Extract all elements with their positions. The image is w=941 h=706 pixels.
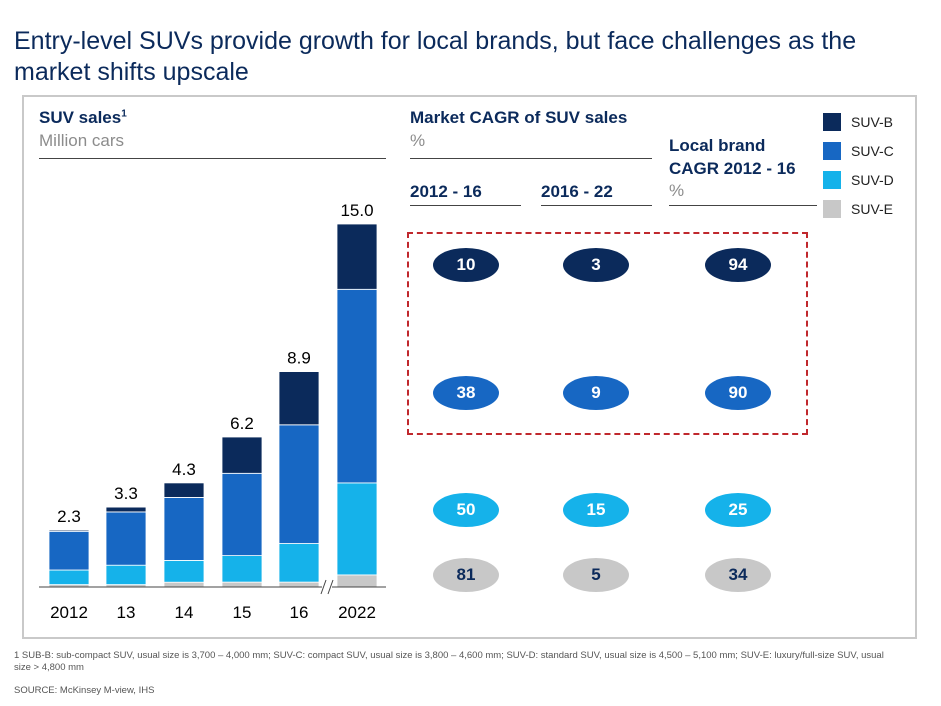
- bar-suv-e-16: [278, 581, 320, 588]
- local-unit: %: [669, 181, 685, 200]
- legend-label: SUV-E: [851, 201, 894, 217]
- x-tick-14: 14: [175, 603, 194, 622]
- suv-sales-title: SUV sales1: [39, 108, 127, 127]
- bubble-suv-c-local: 90: [705, 376, 771, 410]
- legend-swatch: [823, 113, 841, 131]
- bubble-suv-d-2012-16: 50: [433, 493, 499, 527]
- bar-suv-e-14: [163, 581, 205, 588]
- legend-label: SUV-D: [851, 172, 894, 188]
- axis-break-mark: [327, 579, 334, 595]
- bar-suv-c-13: [105, 511, 147, 566]
- bubble-suv-d-2016-22: 15: [563, 493, 629, 527]
- bubble-suv-e-2016-22: 5: [563, 558, 629, 592]
- cagr-unit: %: [410, 131, 426, 150]
- local-title-line2: CAGR 2012 - 16: [669, 159, 796, 178]
- x-tick-13: 13: [117, 603, 136, 622]
- bar-suv-b-16: [278, 371, 320, 426]
- bar-suv-d-16: [278, 543, 320, 583]
- axis-break-gap: [322, 579, 332, 595]
- col1-rule: [410, 205, 521, 206]
- total-label-2012: 2.3: [57, 507, 81, 526]
- bubble-suv-e-local: 34: [705, 558, 771, 592]
- bar-suv-c-15: [221, 472, 263, 556]
- local-header-rule: [669, 205, 817, 206]
- bar-suv-c-16: [278, 424, 320, 544]
- x-tick-2012: 2012: [50, 603, 88, 622]
- bubble-suv-d-local: 25: [705, 493, 771, 527]
- source-note: SOURCE: McKinsey M-view, IHS: [14, 685, 155, 696]
- bar-suv-d-14: [163, 560, 205, 583]
- legend-swatch: [823, 200, 841, 218]
- x-tick-16: 16: [290, 603, 309, 622]
- total-label-13: 3.3: [114, 484, 138, 503]
- cagr-col-2012-16: 2012 - 16: [410, 182, 482, 201]
- left-header-rule: [39, 158, 386, 159]
- legend-swatch: [823, 142, 841, 160]
- suv-sales-unit: Million cars: [39, 131, 125, 150]
- legend-label: SUV-C: [851, 143, 894, 159]
- legend-label: SUV-B: [851, 114, 894, 130]
- axis-break-mark: [320, 579, 327, 595]
- legend-item-suv-c: SUV-C: [823, 141, 894, 161]
- bubble-suv-e-2012-16: 81: [433, 558, 499, 592]
- bar-suv-b-2012: [48, 529, 90, 532]
- legend-item-suv-b: SUV-B: [823, 112, 893, 132]
- content-frame: [22, 95, 917, 639]
- bar-suv-c-2012: [48, 530, 90, 571]
- bar-suv-b-2022: [336, 223, 378, 290]
- bar-suv-c-2022: [336, 288, 378, 484]
- x-tick-2022: 2022: [338, 603, 376, 622]
- highlight-dashed-box: [407, 232, 808, 435]
- legend-swatch: [823, 171, 841, 189]
- bar-suv-c-14: [163, 497, 205, 561]
- bar-suv-b-13: [105, 506, 147, 513]
- bar-suv-e-2022: [336, 574, 378, 588]
- page-title: Entry-level SUVs provide growth for loca…: [14, 27, 857, 86]
- bar-suv-d-2022: [336, 482, 378, 576]
- bar-suv-b-15: [221, 436, 263, 474]
- bar-suv-d-13: [105, 564, 147, 586]
- legend-item-suv-d: SUV-D: [823, 170, 894, 190]
- col2-rule: [541, 205, 652, 206]
- local-title-line1: Local brand: [669, 136, 766, 155]
- bubble-suv-b-2012-16: 10: [433, 248, 499, 282]
- bubble-suv-b-2016-22: 3: [563, 248, 629, 282]
- bar-suv-d-15: [221, 555, 263, 583]
- bubble-suv-c-2016-22: 9: [563, 376, 629, 410]
- footnote: 1 SUB-B: sub-compact SUV, usual size is …: [14, 650, 884, 673]
- total-label-14: 4.3: [172, 460, 196, 479]
- bubble-suv-b-local: 94: [705, 248, 771, 282]
- legend-item-suv-e: SUV-E: [823, 199, 893, 219]
- cagr-header-rule: [410, 158, 652, 159]
- total-label-2022: 15.0: [340, 201, 373, 220]
- bubble-suv-c-2012-16: 38: [433, 376, 499, 410]
- bar-suv-d-2012: [48, 569, 90, 585]
- bar-suv-b-14: [163, 482, 205, 498]
- x-tick-15: 15: [233, 603, 252, 622]
- footnote-marker: 1: [121, 108, 127, 120]
- cagr-title: Market CAGR of SUV sales: [410, 108, 628, 127]
- cagr-col-2016-22: 2016 - 22: [541, 182, 613, 201]
- total-label-16: 8.9: [287, 349, 311, 368]
- total-label-15: 6.2: [230, 414, 254, 433]
- bar-suv-e-15: [221, 581, 263, 588]
